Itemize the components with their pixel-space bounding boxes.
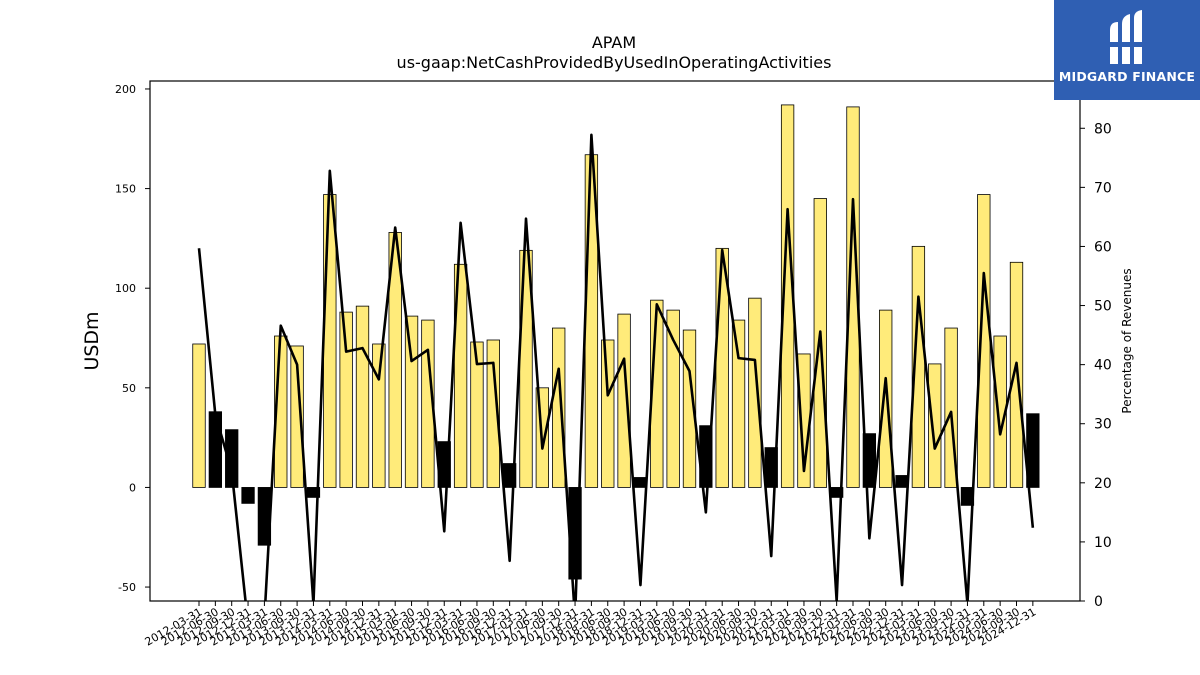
- y-tick-label: 150: [115, 183, 136, 196]
- bar: [601, 339, 615, 488]
- y2-tick-label: 20: [1094, 476, 1112, 492]
- bars-layer: [192, 104, 1040, 580]
- brand-logo-icon: [1110, 10, 1142, 64]
- y-tick-label: 200: [115, 83, 136, 96]
- bar: [470, 341, 484, 488]
- y2-tick-label: 80: [1094, 121, 1112, 137]
- bar: [486, 339, 500, 488]
- y2-tick-label: 10: [1094, 535, 1112, 551]
- bar: [208, 411, 223, 488]
- bar: [617, 313, 631, 488]
- chart-title: APAM: [592, 33, 636, 52]
- bar: [682, 329, 697, 488]
- y-tick-label: 50: [122, 382, 136, 395]
- y-axis-right: 0 10 20 30 40 50 60 70 80: [1080, 121, 1112, 610]
- bar: [552, 327, 566, 488]
- bar: [225, 429, 239, 488]
- bar: [911, 245, 926, 488]
- y2-tick-label: 70: [1094, 180, 1112, 196]
- bar: [928, 363, 942, 488]
- bar: [633, 477, 648, 488]
- y-axis-label: USDm: [81, 311, 103, 370]
- bar: [372, 343, 386, 488]
- bar: [731, 319, 746, 488]
- bar: [748, 297, 762, 488]
- bar: [453, 263, 468, 488]
- bar: [421, 319, 435, 488]
- y2-tick-label: 60: [1094, 239, 1112, 255]
- series-line: [197, 133, 1035, 601]
- bar: [846, 106, 860, 488]
- bar: [241, 487, 255, 504]
- bar: [404, 315, 419, 488]
- bar: [355, 305, 370, 488]
- x-axis: 2012-03-312012-06-302012-09-302012-12-31…: [143, 601, 1038, 649]
- y-tick-label: -50: [118, 581, 136, 594]
- bar: [666, 309, 680, 488]
- y2-tick-label: 50: [1094, 299, 1112, 315]
- y-axis-left: -50 0 50 100 150 200: [115, 83, 150, 594]
- bar: [323, 194, 337, 488]
- brand-watermark: MIDGARD FINANCE: [1054, 0, 1200, 100]
- y2-axis-label: Percentage of Revenues: [1120, 268, 1134, 413]
- bar: [290, 345, 304, 488]
- plot-frame: [149, 80, 1081, 602]
- chart-subtitle: us-gaap:NetCashProvidedByUsedInOperating…: [397, 53, 832, 72]
- bar: [1026, 413, 1040, 488]
- y2-tick-label: 40: [1094, 358, 1112, 374]
- y2-tick-label: 0: [1094, 594, 1103, 610]
- bar: [339, 311, 353, 488]
- bar: [879, 309, 893, 488]
- bar: [306, 487, 321, 498]
- y-tick-label: 100: [115, 282, 136, 295]
- y2-tick-label: 30: [1094, 417, 1112, 433]
- y-tick-label: 0: [129, 481, 136, 494]
- line-layer: [197, 133, 1035, 601]
- brand-name: MIDGARD FINANCE: [1058, 69, 1196, 84]
- bar: [192, 343, 206, 488]
